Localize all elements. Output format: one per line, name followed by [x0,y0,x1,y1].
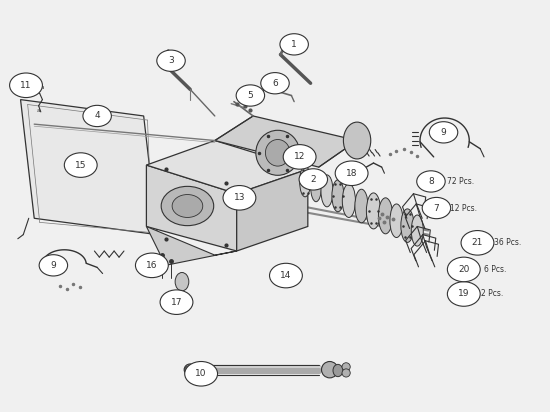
Text: 13: 13 [234,193,245,202]
Circle shape [283,145,316,169]
Circle shape [335,161,368,185]
Text: 3: 3 [168,56,174,65]
Text: 72 Pcs.: 72 Pcs. [447,177,475,186]
Circle shape [185,361,218,386]
Circle shape [261,73,289,94]
Ellipse shape [342,184,355,218]
Circle shape [299,169,328,190]
Circle shape [223,185,256,210]
Text: 2: 2 [311,175,316,184]
Circle shape [447,257,480,282]
Ellipse shape [311,171,322,202]
Polygon shape [20,100,157,235]
Circle shape [157,50,185,71]
Text: 36 Pcs.: 36 Pcs. [494,238,521,247]
Circle shape [185,365,196,374]
Text: 18: 18 [346,169,358,178]
Circle shape [135,253,168,278]
Ellipse shape [355,189,368,223]
Ellipse shape [366,193,381,229]
Text: 9: 9 [51,261,56,270]
Text: 19: 19 [458,290,470,298]
Circle shape [270,263,302,288]
Text: 8: 8 [428,177,434,186]
Ellipse shape [184,364,196,375]
Ellipse shape [401,209,414,242]
Text: 4: 4 [95,112,100,120]
Ellipse shape [332,180,344,212]
Text: 16: 16 [146,261,158,270]
Circle shape [461,231,494,255]
Circle shape [64,153,97,177]
Ellipse shape [256,130,300,176]
Ellipse shape [300,166,311,197]
Ellipse shape [378,198,393,234]
Text: 20: 20 [458,265,470,274]
Text: 12 Pcs.: 12 Pcs. [450,204,477,213]
Ellipse shape [322,361,338,378]
Text: 1: 1 [292,40,297,49]
Text: a: a [41,85,45,90]
Circle shape [430,122,458,143]
Ellipse shape [411,215,424,246]
Circle shape [172,194,203,218]
Text: 17: 17 [170,297,182,307]
Text: 11: 11 [20,81,32,90]
Circle shape [422,197,450,219]
Circle shape [160,290,193,314]
Circle shape [161,186,214,226]
Text: 10: 10 [195,369,207,378]
Ellipse shape [266,140,290,166]
Ellipse shape [342,369,350,377]
Circle shape [9,73,42,98]
Text: 12: 12 [294,152,305,162]
Polygon shape [146,165,236,251]
Text: a: a [37,108,41,113]
Text: 5: 5 [248,91,253,100]
Text: 21: 21 [472,238,483,247]
Text: 2 Pcs.: 2 Pcs. [481,290,504,298]
Text: 14: 14 [280,271,292,280]
Text: 6: 6 [272,79,278,88]
Circle shape [447,282,480,306]
Text: 7: 7 [433,204,439,213]
Polygon shape [146,140,308,194]
Polygon shape [146,227,236,265]
Circle shape [83,105,112,126]
Polygon shape [236,169,308,251]
Text: 6 Pcs.: 6 Pcs. [484,265,507,274]
Ellipse shape [175,272,189,291]
Circle shape [417,171,445,192]
Polygon shape [215,116,357,167]
Ellipse shape [343,122,371,159]
Text: 9: 9 [441,128,447,137]
Circle shape [280,34,309,55]
Circle shape [39,255,68,276]
Text: 15: 15 [75,161,86,170]
Ellipse shape [390,204,403,237]
Ellipse shape [321,175,333,207]
Circle shape [236,85,265,106]
Ellipse shape [333,364,343,377]
Ellipse shape [342,363,350,371]
